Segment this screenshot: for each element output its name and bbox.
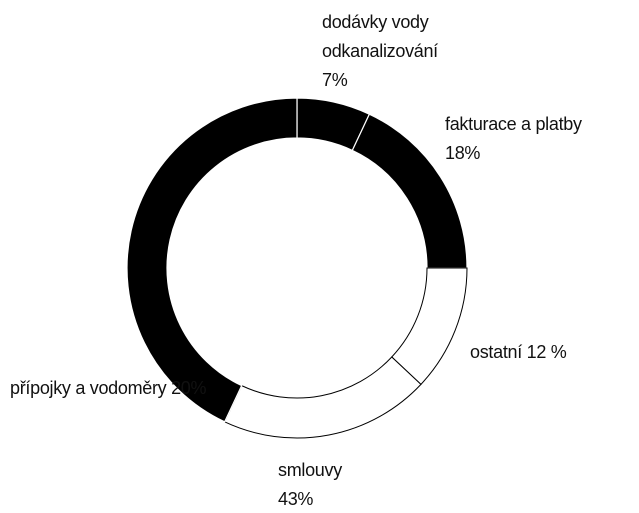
- category-label: ostatní: [470, 342, 522, 362]
- segment-label: smlouvy 43%: [278, 456, 508, 513]
- category-label: dodávky vody odkanalizování: [322, 12, 438, 61]
- segment-label: přípojky a vodoměry 20%: [10, 374, 210, 403]
- value-label: 20%: [171, 378, 207, 398]
- segment-label: dodávky vody odkanalizování 7%: [322, 8, 482, 95]
- value-label: 7%: [322, 70, 348, 90]
- segment-label: ostatní 12 %: [470, 338, 639, 367]
- value-label: 12 %: [526, 342, 567, 362]
- segment-label: fakturace a platby 18%: [445, 110, 639, 168]
- category-label: smlouvy: [278, 460, 342, 480]
- value-label: 43%: [278, 489, 314, 509]
- category-label: fakturace a platby: [445, 114, 582, 134]
- donut-segment: [126, 97, 298, 423]
- category-label: přípojky a vodoměry: [10, 378, 167, 398]
- donut-segment: [223, 356, 422, 439]
- value-label: 18%: [445, 143, 481, 163]
